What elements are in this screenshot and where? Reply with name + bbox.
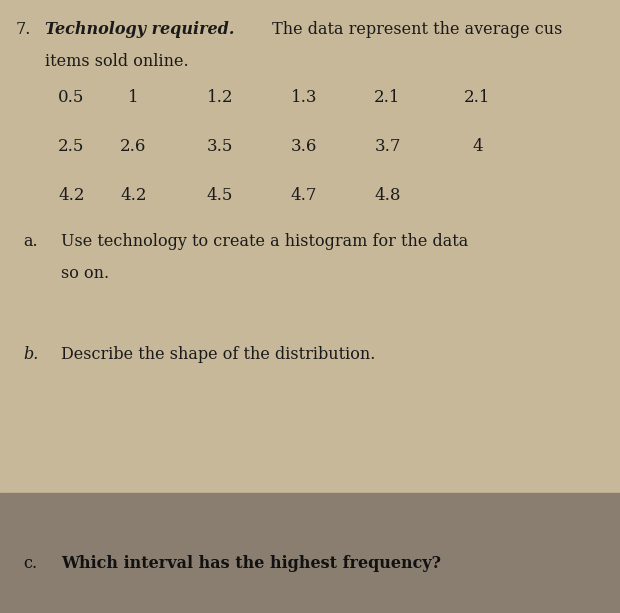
Text: 1.2: 1.2 bbox=[207, 89, 233, 106]
Text: 1.3: 1.3 bbox=[291, 89, 317, 106]
Bar bbox=[0, 493, 620, 613]
Text: 3.7: 3.7 bbox=[374, 138, 401, 155]
Text: The data represent the average cus: The data represent the average cus bbox=[267, 21, 562, 39]
Text: Describe the shape of the distribution.: Describe the shape of the distribution. bbox=[61, 346, 375, 364]
Text: 4: 4 bbox=[472, 138, 483, 155]
Text: so on.: so on. bbox=[61, 265, 109, 282]
Text: 3.6: 3.6 bbox=[291, 138, 317, 155]
Text: 2.5: 2.5 bbox=[58, 138, 84, 155]
Text: 1: 1 bbox=[128, 89, 139, 106]
Text: b.: b. bbox=[24, 346, 39, 364]
Text: 7.: 7. bbox=[16, 21, 31, 39]
Text: a.: a. bbox=[24, 233, 38, 250]
Text: Technology required.: Technology required. bbox=[45, 21, 234, 39]
Text: 2.1: 2.1 bbox=[374, 89, 401, 106]
Bar bbox=[0, 0, 620, 493]
Text: 0.5: 0.5 bbox=[58, 89, 84, 106]
Text: 3.5: 3.5 bbox=[207, 138, 233, 155]
Text: items sold online.: items sold online. bbox=[45, 53, 188, 70]
Text: c.: c. bbox=[24, 555, 38, 572]
Text: 4.2: 4.2 bbox=[58, 187, 84, 204]
Text: 2.1: 2.1 bbox=[464, 89, 490, 106]
Text: 2.6: 2.6 bbox=[120, 138, 146, 155]
Text: 4.5: 4.5 bbox=[207, 187, 233, 204]
Text: 4.8: 4.8 bbox=[374, 187, 401, 204]
Text: Which interval has the highest frequency?: Which interval has the highest frequency… bbox=[61, 555, 441, 572]
Text: 4.7: 4.7 bbox=[291, 187, 317, 204]
Text: Use technology to create a histogram for the data: Use technology to create a histogram for… bbox=[61, 233, 468, 250]
Text: 4.2: 4.2 bbox=[120, 187, 146, 204]
